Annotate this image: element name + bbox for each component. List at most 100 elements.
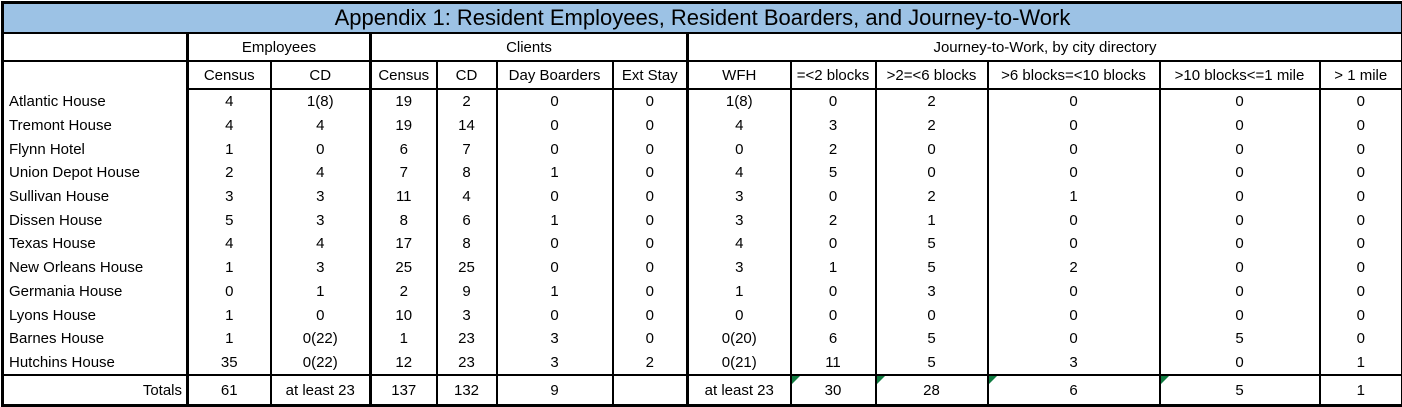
table-cell[interactable]: 0 xyxy=(613,303,688,327)
row-label[interactable]: Texas House xyxy=(3,232,188,256)
table-cell[interactable]: 0 xyxy=(1160,256,1320,280)
table-cell[interactable]: 3 xyxy=(437,303,497,327)
table-cell[interactable]: 2 xyxy=(613,351,688,376)
total-gt-1-mile[interactable]: 1 xyxy=(1320,375,1402,406)
table-cell[interactable]: 0 xyxy=(613,137,688,161)
table-cell[interactable]: 1(8) xyxy=(688,89,791,114)
col-header-2-to-6-blocks[interactable]: >2=<6 blocks xyxy=(876,61,988,89)
table-cell[interactable]: 1 xyxy=(188,303,271,327)
table-cell[interactable]: 0 xyxy=(1160,232,1320,256)
table-cell[interactable]: 0 xyxy=(791,232,876,256)
total-ext-stay[interactable] xyxy=(613,375,688,406)
table-cell[interactable]: 3 xyxy=(988,351,1160,376)
table-cell[interactable]: 3 xyxy=(688,256,791,280)
table-cell[interactable]: 17 xyxy=(371,232,437,256)
table-cell[interactable]: 0(22) xyxy=(271,351,371,376)
table-cell[interactable]: 4 xyxy=(188,89,271,114)
total-wfh[interactable]: at least 23 xyxy=(688,375,791,406)
table-cell[interactable]: 0 xyxy=(1320,185,1402,209)
table-cell[interactable]: 3 xyxy=(271,256,371,280)
table-cell[interactable]: 0 xyxy=(1160,89,1320,114)
table-cell[interactable]: 0 xyxy=(497,303,613,327)
row-label[interactable]: Germania House xyxy=(3,280,188,304)
table-cell[interactable]: 0 xyxy=(497,185,613,209)
table-cell[interactable]: 23 xyxy=(437,327,497,351)
table-cell[interactable]: 2 xyxy=(876,114,988,138)
row-label-header-blank[interactable] xyxy=(3,61,188,89)
table-cell[interactable]: 4 xyxy=(188,114,271,138)
table-cell[interactable]: 0 xyxy=(613,256,688,280)
table-cell[interactable]: 25 xyxy=(437,256,497,280)
table-cell[interactable]: 3 xyxy=(791,114,876,138)
table-cell[interactable]: 5 xyxy=(876,327,988,351)
table-cell[interactable]: 1 xyxy=(688,280,791,304)
table-cell[interactable]: 19 xyxy=(371,89,437,114)
table-cell[interactable]: 1 xyxy=(271,280,371,304)
col-header-10-blocks-to-1-mile[interactable]: >10 blocks<=1 mile xyxy=(1160,61,1320,89)
table-cell[interactable]: 0(20) xyxy=(688,327,791,351)
table-cell[interactable]: 4 xyxy=(271,232,371,256)
table-cell[interactable]: 3 xyxy=(688,185,791,209)
table-cell[interactable]: 1 xyxy=(988,185,1160,209)
table-cell[interactable]: 2 xyxy=(876,89,988,114)
table-cell[interactable]: 0 xyxy=(988,303,1160,327)
table-cell[interactable]: 3 xyxy=(271,185,371,209)
col-header-6-to-10-blocks[interactable]: >6 blocks=<10 blocks xyxy=(988,61,1160,89)
table-cell[interactable]: 0 xyxy=(1320,137,1402,161)
table-cell[interactable]: 10 xyxy=(371,303,437,327)
table-cell[interactable]: 0 xyxy=(613,185,688,209)
table-cell[interactable]: 0 xyxy=(1320,89,1402,114)
table-cell[interactable]: 0(21) xyxy=(688,351,791,376)
total-10-blocks-to-1-mile[interactable]: 5 xyxy=(1160,375,1320,406)
total-clients-census[interactable]: 137 xyxy=(371,375,437,406)
group-header-employees[interactable]: Employees xyxy=(188,33,371,61)
total-clients-cd[interactable]: 132 xyxy=(437,375,497,406)
row-label[interactable]: Barnes House xyxy=(3,327,188,351)
table-cell[interactable]: 3 xyxy=(688,208,791,232)
table-cell[interactable]: 0 xyxy=(497,137,613,161)
row-label[interactable]: New Orleans House xyxy=(3,256,188,280)
table-cell[interactable]: 0 xyxy=(1320,232,1402,256)
group-header-clients[interactable]: Clients xyxy=(371,33,688,61)
table-cell[interactable]: 0 xyxy=(188,280,271,304)
table-cell[interactable]: 0 xyxy=(613,114,688,138)
total-6-to-10-blocks[interactable]: 6 xyxy=(988,375,1160,406)
table-cell[interactable]: 0 xyxy=(271,303,371,327)
table-cell[interactable]: 0 xyxy=(613,161,688,185)
col-header-le-2-blocks[interactable]: =<2 blocks xyxy=(791,61,876,89)
table-cell[interactable]: 1 xyxy=(1320,351,1402,376)
table-cell[interactable]: 0 xyxy=(791,280,876,304)
col-header-gt-1-mile[interactable]: > 1 mile xyxy=(1320,61,1402,89)
total-le-2-blocks[interactable]: 30 xyxy=(791,375,876,406)
table-cell[interactable]: 0 xyxy=(876,161,988,185)
table-cell[interactable]: 5 xyxy=(876,351,988,376)
table-cell[interactable]: 0 xyxy=(988,327,1160,351)
table-cell[interactable]: 2 xyxy=(988,256,1160,280)
col-header-clients-census[interactable]: Census xyxy=(371,61,437,89)
table-cell[interactable]: 0 xyxy=(1320,161,1402,185)
table-cell[interactable]: 0 xyxy=(613,327,688,351)
table-cell[interactable]: 5 xyxy=(876,256,988,280)
table-cell[interactable]: 1 xyxy=(876,208,988,232)
group-header-journey-to-work[interactable]: Journey-to-Work, by city directory xyxy=(688,33,1402,61)
table-cell[interactable]: 0 xyxy=(1160,303,1320,327)
table-cell[interactable]: 0 xyxy=(1320,114,1402,138)
table-cell[interactable]: 8 xyxy=(371,208,437,232)
row-label[interactable]: Hutchins House xyxy=(3,351,188,376)
col-header-day-boarders[interactable]: Day Boarders xyxy=(497,61,613,89)
table-cell[interactable]: 0 xyxy=(1160,185,1320,209)
table-cell[interactable]: 0 xyxy=(688,137,791,161)
table-cell[interactable]: 8 xyxy=(437,232,497,256)
table-cell[interactable]: 0 xyxy=(988,114,1160,138)
table-cell[interactable]: 4 xyxy=(271,114,371,138)
table-cell[interactable]: 1 xyxy=(497,161,613,185)
table-cell[interactable]: 4 xyxy=(271,161,371,185)
col-header-ext-stay[interactable]: Ext Stay xyxy=(613,61,688,89)
table-cell[interactable]: 1 xyxy=(188,327,271,351)
table-cell[interactable]: 2 xyxy=(876,185,988,209)
table-cell[interactable]: 0 xyxy=(988,161,1160,185)
table-cell[interactable]: 9 xyxy=(437,280,497,304)
table-cell[interactable]: 1 xyxy=(188,137,271,161)
table-cell[interactable]: 1 xyxy=(371,327,437,351)
col-header-employees-census[interactable]: Census xyxy=(188,61,271,89)
